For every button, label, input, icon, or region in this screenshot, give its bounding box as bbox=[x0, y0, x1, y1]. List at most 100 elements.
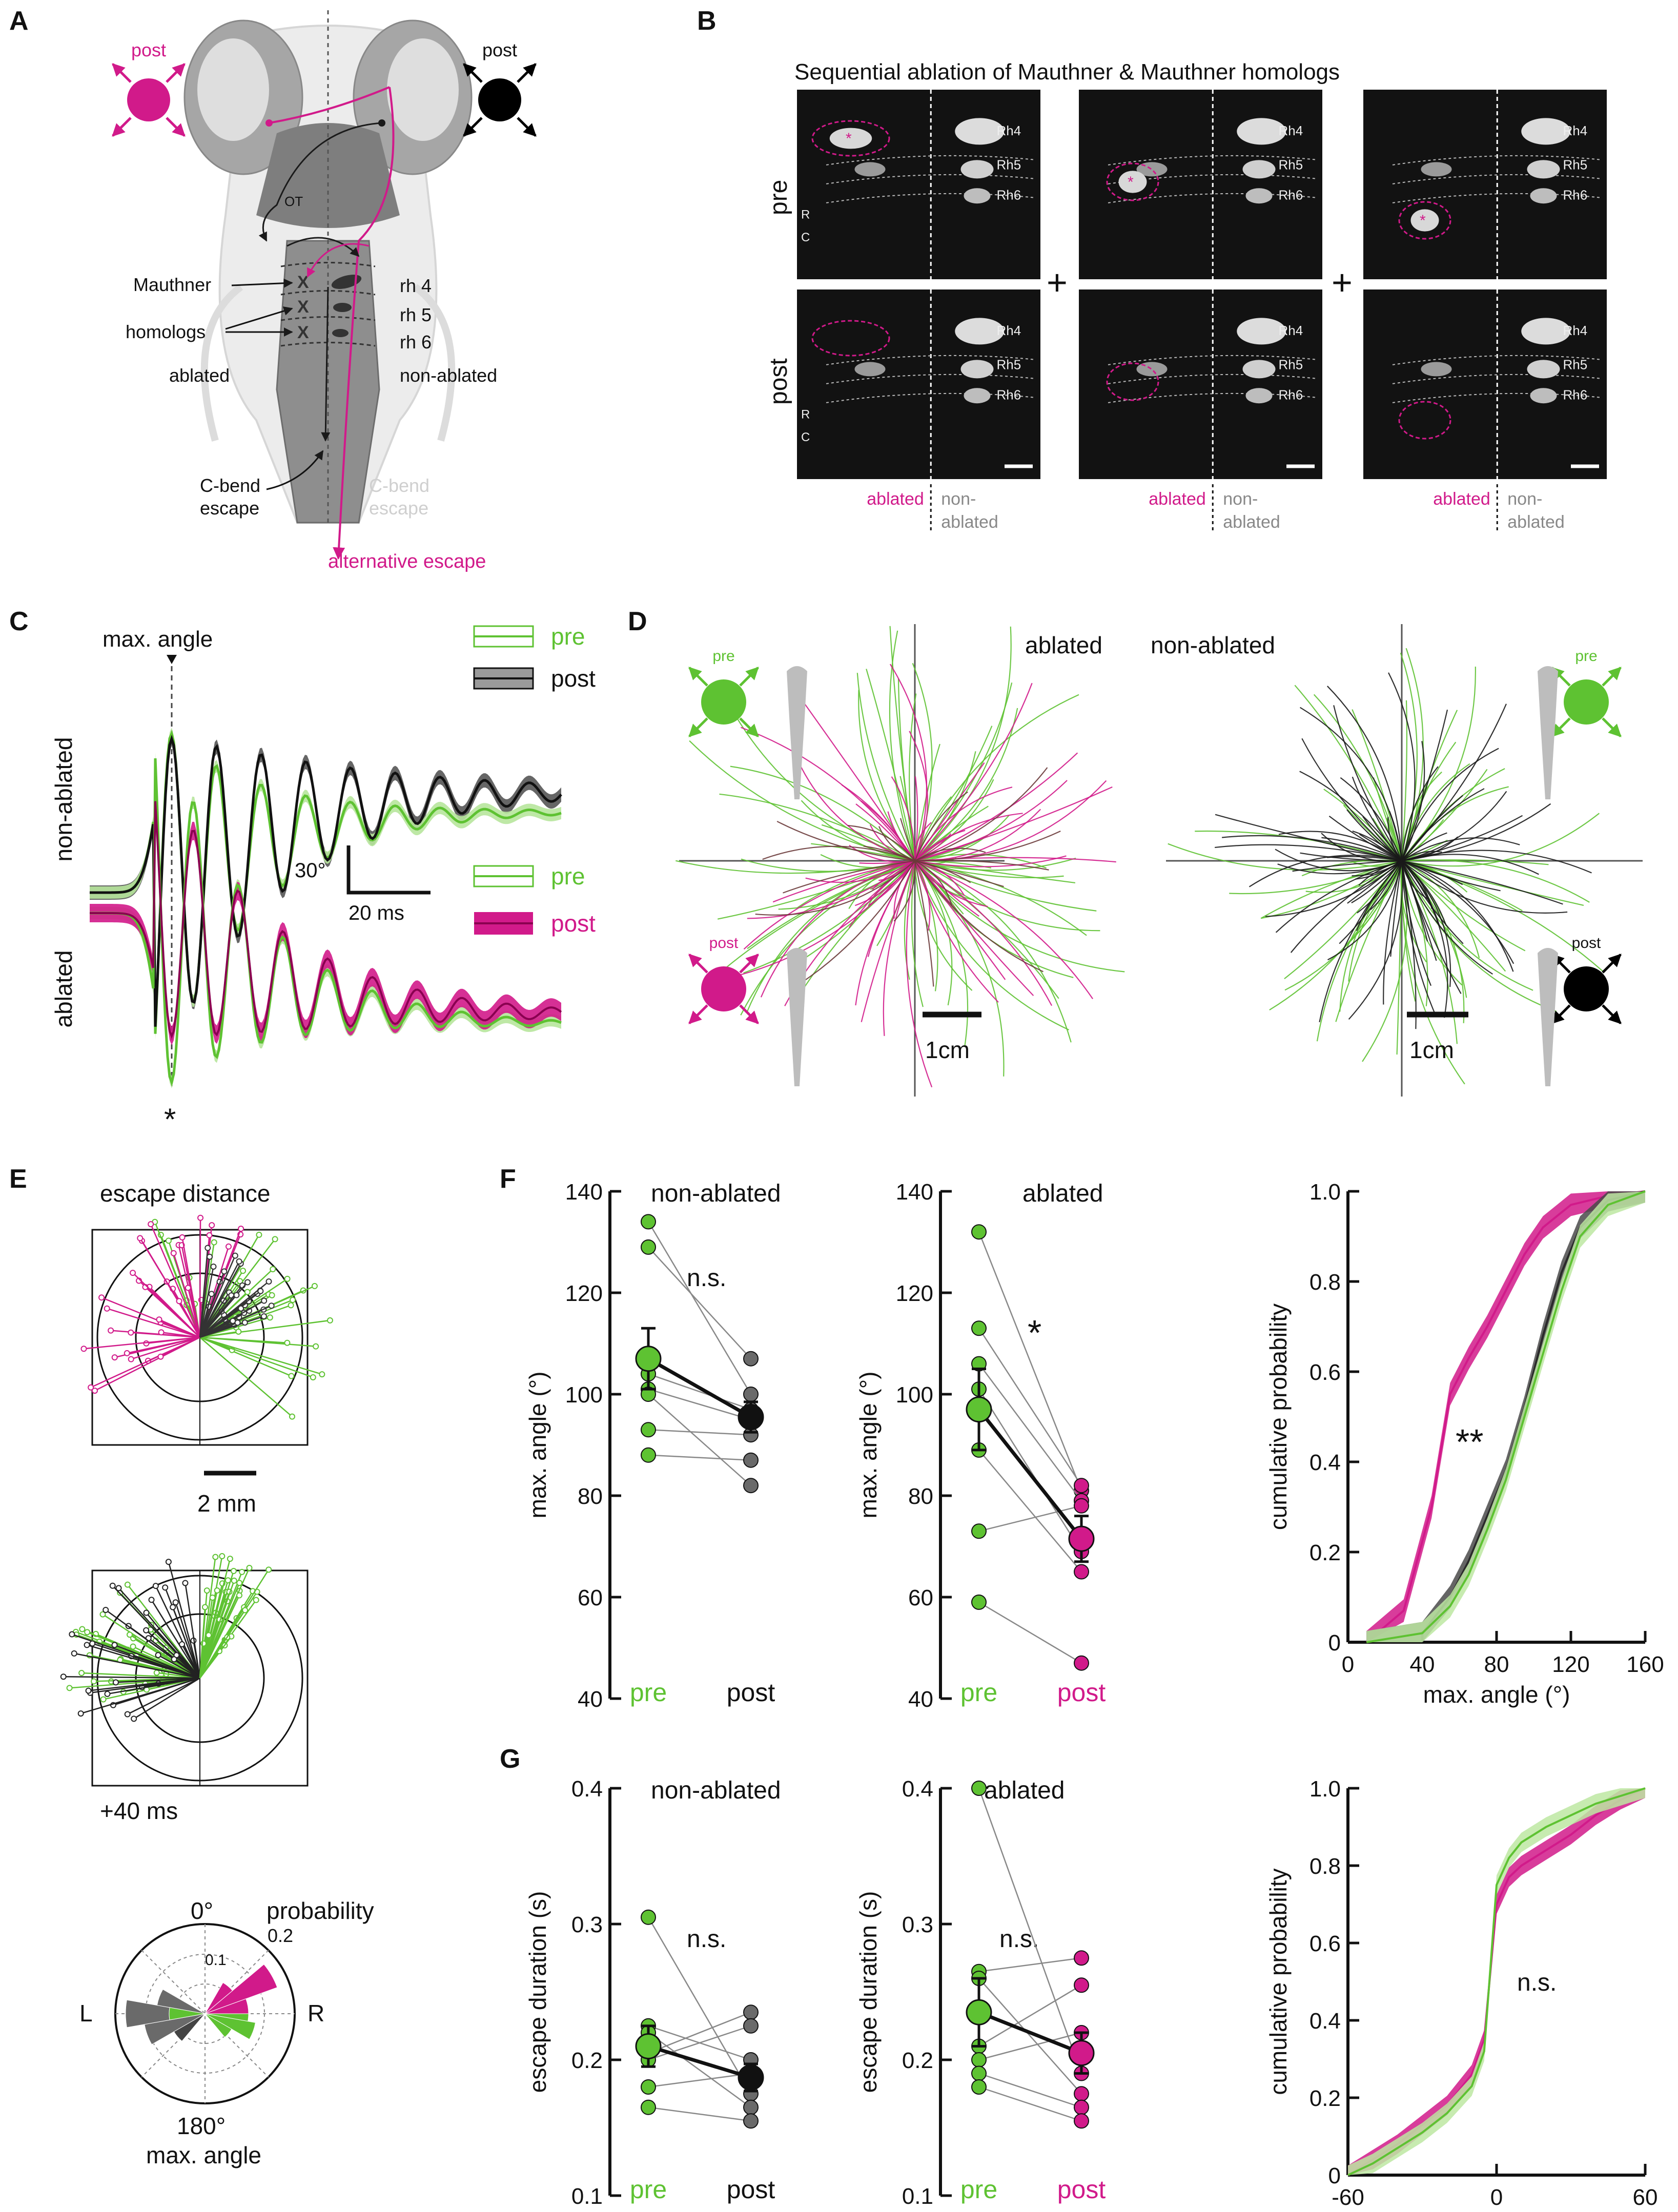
b-ablation-ring bbox=[1106, 162, 1159, 201]
d-trajectory bbox=[897, 678, 916, 861]
f-cdf-x-tick-label: 40 bbox=[1410, 1652, 1435, 1677]
f-cdf-y-label: cumulative probability bbox=[1265, 1304, 1292, 1530]
e-escape-endpoint bbox=[265, 1566, 272, 1573]
e-escape-endpoint bbox=[230, 1568, 237, 1575]
d-trajectory bbox=[1401, 860, 1533, 991]
d-trajectory bbox=[743, 860, 915, 950]
e-escape-vector bbox=[199, 1322, 238, 1338]
e-escape-vector bbox=[160, 1336, 200, 1357]
b-mauthner-cell bbox=[955, 318, 1005, 345]
c-ablated-label: ablated bbox=[50, 950, 77, 1028]
f-mid-y-tick-label: 100 bbox=[896, 1382, 933, 1408]
e-escape-endpoint bbox=[236, 1592, 242, 1599]
e-escape-endpoint bbox=[108, 1327, 114, 1334]
g-mid-pre-point bbox=[971, 2065, 987, 2081]
e-escape-endpoint bbox=[84, 1642, 90, 1648]
a-nonablated-label: non-ablated bbox=[400, 365, 497, 386]
e-escape-endpoint bbox=[153, 1669, 160, 1676]
panel-label-f: F bbox=[500, 1164, 516, 1194]
e-escape-vector bbox=[199, 1558, 231, 1679]
d-trajectory bbox=[1278, 831, 1402, 861]
e-scale: 2 mm bbox=[197, 1490, 256, 1517]
f-mid-y-tick-label: 60 bbox=[908, 1585, 933, 1610]
b-homolog-cell bbox=[960, 360, 994, 379]
e-escape-endpoint bbox=[185, 1285, 191, 1291]
d-trajectory bbox=[914, 857, 1076, 871]
d-trajectory bbox=[914, 752, 1078, 861]
d-trajectory bbox=[1292, 860, 1402, 872]
e-escape-endpoint bbox=[91, 1388, 98, 1394]
g-mid-pair-line bbox=[978, 1984, 1082, 2047]
e-rose-wedge bbox=[204, 1982, 233, 2014]
e-escape-endpoint bbox=[208, 1291, 215, 1297]
d-trajectory bbox=[1346, 809, 1402, 861]
d-trajectory bbox=[1340, 777, 1403, 861]
d-trajectory bbox=[1387, 817, 1402, 861]
d-pre-icon-right: pre bbox=[1551, 648, 1622, 737]
d-trajectory bbox=[1339, 860, 1402, 944]
e-escape-endpoint bbox=[201, 1604, 208, 1610]
d-trajectory bbox=[914, 860, 973, 991]
d-trajectory bbox=[1401, 837, 1520, 861]
e-probability: probability bbox=[267, 1897, 374, 1924]
d-trajectory bbox=[1328, 815, 1402, 861]
e-escape-vector bbox=[172, 1607, 201, 1679]
d-trajectory bbox=[1401, 748, 1499, 861]
b-rh4-label: Rh4 bbox=[997, 323, 1021, 338]
f-left-y-tick-label: 100 bbox=[565, 1382, 603, 1408]
e-escape-endpoint bbox=[209, 1594, 216, 1601]
c-star: * bbox=[164, 1102, 176, 1136]
e-escape-endpoint bbox=[326, 1317, 333, 1324]
a-rh6: rh 6 bbox=[400, 332, 432, 353]
a-ablated-label: ablated bbox=[169, 365, 230, 386]
f-mid-pre-point bbox=[971, 1320, 987, 1336]
e-escape-vector bbox=[199, 1294, 237, 1338]
f-mid-y-tick-label: 80 bbox=[908, 1484, 933, 1509]
e-escape-endpoint bbox=[85, 1687, 92, 1694]
e-escape-vector bbox=[168, 1561, 201, 1679]
g-mid-title: ablated bbox=[984, 1777, 1065, 1804]
f-left-pair-line bbox=[648, 1394, 751, 1486]
g-left-pre-mean bbox=[635, 2033, 662, 2059]
f-mid-x-pre: pre bbox=[960, 1678, 997, 1707]
g-left-pair-line bbox=[648, 2025, 751, 2061]
g-left-pair-line bbox=[648, 2012, 751, 2054]
f-cdf-y-tick-label: 0 bbox=[1328, 1630, 1341, 1656]
f-mid-pre-mean bbox=[966, 1396, 992, 1423]
e-escape-endpoint bbox=[103, 1607, 109, 1614]
g-mid-y-label: escape duration (s) bbox=[855, 1891, 882, 2093]
b-mauthner-cell bbox=[955, 118, 1005, 145]
e-escape-vector bbox=[185, 1583, 201, 1679]
b-title: Sequential ablation of Mauthner & Mauthn… bbox=[794, 59, 1340, 85]
d-trajectory bbox=[914, 860, 1049, 871]
g-mid-post-point bbox=[1074, 1977, 1089, 1993]
d-trajectory bbox=[1327, 860, 1403, 961]
d-trajectory bbox=[1348, 860, 1403, 1020]
d-trajectory bbox=[760, 860, 915, 998]
f-left-pair-line bbox=[648, 1454, 751, 1461]
d-trajectory bbox=[1401, 704, 1507, 861]
e-escape-vector bbox=[199, 1607, 206, 1679]
g-left-y-tick-label: 0.2 bbox=[571, 2048, 603, 2073]
e-escape-endpoint bbox=[172, 1599, 179, 1606]
e-escape-endpoint bbox=[310, 1374, 316, 1380]
f-left-ns: n.s. bbox=[687, 1265, 726, 1292]
d-trajectory bbox=[872, 860, 915, 890]
d-trajectory bbox=[1300, 852, 1402, 862]
e-escape-endpoint bbox=[224, 1577, 231, 1584]
e-escape-vector bbox=[118, 1587, 200, 1679]
d-trajectory bbox=[1388, 672, 1416, 861]
b-mauthner-cell bbox=[1237, 318, 1286, 345]
f-left-post-point bbox=[743, 1478, 759, 1494]
c-post-trace-nonablated bbox=[89, 734, 562, 1027]
e-escape-endpoint bbox=[197, 1214, 204, 1221]
d-trajectory bbox=[1401, 860, 1526, 952]
e-zero-deg: 0° bbox=[191, 1897, 213, 1924]
f-left-y-tick-label: 120 bbox=[565, 1281, 603, 1306]
e-escape-endpoint bbox=[124, 1711, 131, 1718]
d-trajectory bbox=[914, 847, 986, 861]
f-left-y-tick-label: 60 bbox=[578, 1585, 603, 1610]
c-pre-band-nonablated bbox=[90, 728, 561, 1040]
e-escape-vector bbox=[199, 1336, 322, 1375]
